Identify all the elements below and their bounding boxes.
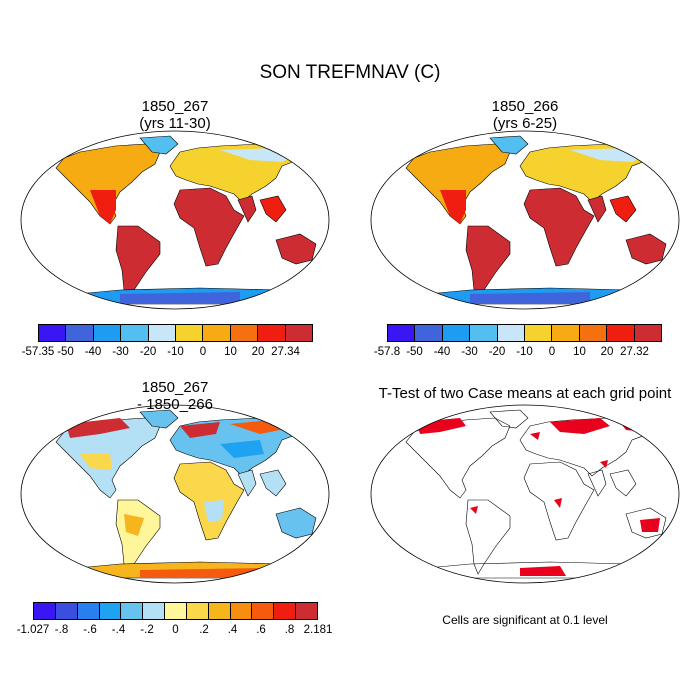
colorbar-tick-label: .4 bbox=[227, 624, 238, 636]
colorbar-swatch bbox=[176, 325, 204, 341]
panel-4-title: T-Test of two Case means at each grid po… bbox=[350, 385, 700, 402]
colorbar-tick-label: -40 bbox=[84, 346, 102, 358]
colorbar-tick-label: -.8 bbox=[54, 624, 69, 636]
colorbar-swatch bbox=[274, 603, 297, 619]
colorbar-tick-label: -50 bbox=[406, 346, 423, 358]
colorbar-tick-label: 0 bbox=[548, 346, 556, 358]
colorbar-swatch bbox=[252, 603, 275, 619]
colorbar-tick-label: 20 bbox=[600, 346, 614, 358]
colorbar-tick-label: -50 bbox=[57, 346, 74, 358]
colorbar-swatch bbox=[579, 325, 608, 341]
colorbar-swatch bbox=[208, 603, 231, 619]
colorbar-tick-label: 27.32 bbox=[620, 346, 649, 358]
colorbar-swatch bbox=[39, 325, 67, 341]
colorbar-swatch bbox=[497, 325, 526, 341]
colorbar-1-labels: -57.35 -50 -40 -30 -20 -10 0 10 20 27.34 bbox=[22, 346, 313, 360]
colorbar-swatch bbox=[143, 603, 166, 619]
colorbar-swatch bbox=[121, 603, 144, 619]
map-1850-266-mean bbox=[370, 130, 680, 310]
panel-3-title-line1: 1850_267 bbox=[141, 379, 209, 396]
significant-cells bbox=[416, 418, 660, 576]
colorbar-swatch bbox=[186, 603, 209, 619]
map-ttest bbox=[370, 404, 680, 584]
colorbar-tick-label: 10 bbox=[224, 346, 237, 358]
colorbar-tick-label: .6 bbox=[256, 624, 266, 636]
colorbar-swatch bbox=[66, 325, 94, 341]
colorbar-2 bbox=[387, 324, 662, 342]
colorbar-tick-label: 0 bbox=[172, 624, 179, 636]
colorbar-tick-label: -.2 bbox=[140, 624, 154, 636]
colorbar-tick-label: -30 bbox=[112, 346, 129, 358]
panel-2-title-line1: 1850_266 bbox=[491, 98, 559, 115]
colorbar-tick-label: .2 bbox=[199, 624, 209, 636]
panel-1-title: 1850_267 (yrs 11-30) bbox=[40, 98, 310, 132]
map-1850-267-mean bbox=[20, 130, 330, 310]
colorbar-swatch bbox=[258, 325, 286, 341]
colorbar-tick-label: 10 bbox=[573, 346, 586, 358]
colorbar-tick-label: -40 bbox=[433, 346, 451, 358]
colorbar-tick-label: -57.8 bbox=[373, 346, 401, 358]
colorbar-swatch bbox=[525, 325, 553, 341]
colorbar-swatch bbox=[285, 325, 313, 341]
colorbar-swatch bbox=[203, 325, 231, 341]
colorbar-swatch bbox=[388, 325, 416, 341]
colorbar-tick-label: -.6 bbox=[83, 624, 97, 636]
map-difference bbox=[20, 404, 330, 584]
significance-note: Cells are significant at 0.1 level bbox=[442, 613, 608, 627]
panel-1-title-line2: (yrs 11-30) bbox=[139, 115, 211, 132]
colorbar-tick-label: 20 bbox=[251, 346, 265, 358]
colorbar-tick-label: 27.34 bbox=[271, 346, 300, 358]
colorbar-swatch bbox=[442, 325, 471, 341]
panel-4-title-line1: T-Test of two Case means at each grid po… bbox=[378, 385, 672, 402]
colorbar-tick-label: -57.35 bbox=[21, 346, 55, 358]
colorbar-tick-label: -20 bbox=[488, 346, 506, 358]
colorbar-swatch bbox=[230, 325, 259, 341]
colorbar-tick-label: 2.181 bbox=[303, 624, 333, 636]
colorbar-3 bbox=[33, 602, 318, 620]
colorbar-1 bbox=[38, 324, 313, 342]
colorbar-swatch bbox=[55, 603, 78, 619]
colorbar-swatch bbox=[99, 603, 122, 619]
colorbar-tick-label: -1.027 bbox=[16, 624, 50, 636]
colorbar-swatch bbox=[634, 325, 662, 341]
panel-2-title: 1850_266 (yrs 6-25) bbox=[390, 98, 660, 132]
panel-2-title-line2: (yrs 6-25) bbox=[492, 115, 558, 132]
colorbar-swatch bbox=[415, 325, 443, 341]
colorbar-swatch bbox=[77, 603, 100, 619]
colorbar-tick-label: -10 bbox=[167, 346, 184, 358]
colorbar-2-labels: -57.8 -50 -40 -30 -20 -10 0 10 20 27.32 bbox=[374, 346, 662, 360]
colorbar-swatch bbox=[230, 603, 253, 619]
colorbar-swatch bbox=[93, 325, 122, 341]
colorbar-tick-label: -10 bbox=[516, 346, 533, 358]
colorbar-swatch bbox=[552, 325, 580, 341]
panel-1-title-line1: 1850_267 bbox=[141, 98, 209, 115]
panel-3-title: 1850_267 - 1850_266 bbox=[40, 379, 310, 413]
panel-3-title-line2: - 1850_266 bbox=[137, 396, 213, 413]
colorbar-swatch bbox=[148, 325, 177, 341]
colorbar-tick-label: -30 bbox=[461, 346, 478, 358]
figure-title: SON TREFMNAV (C) bbox=[259, 62, 441, 83]
colorbar-swatch bbox=[470, 325, 498, 341]
colorbar-tick-label: 0 bbox=[199, 346, 207, 358]
colorbar-swatch bbox=[607, 325, 635, 341]
colorbar-swatch bbox=[121, 325, 149, 341]
colorbar-swatch bbox=[296, 603, 317, 619]
colorbar-tick-label: .8 bbox=[284, 624, 295, 636]
colorbar-swatch bbox=[165, 603, 187, 619]
colorbar-tick-label: -20 bbox=[139, 346, 157, 358]
continents bbox=[49, 409, 317, 579]
continents bbox=[49, 135, 317, 305]
colorbar-swatch bbox=[34, 603, 56, 619]
colorbar-tick-label: -.4 bbox=[111, 624, 126, 636]
colorbar-3-labels: -1.027 -.8 -.6 -.4 -.2 0 .2 .4 .6 .8 2.181 bbox=[17, 624, 333, 638]
continents bbox=[399, 135, 667, 305]
